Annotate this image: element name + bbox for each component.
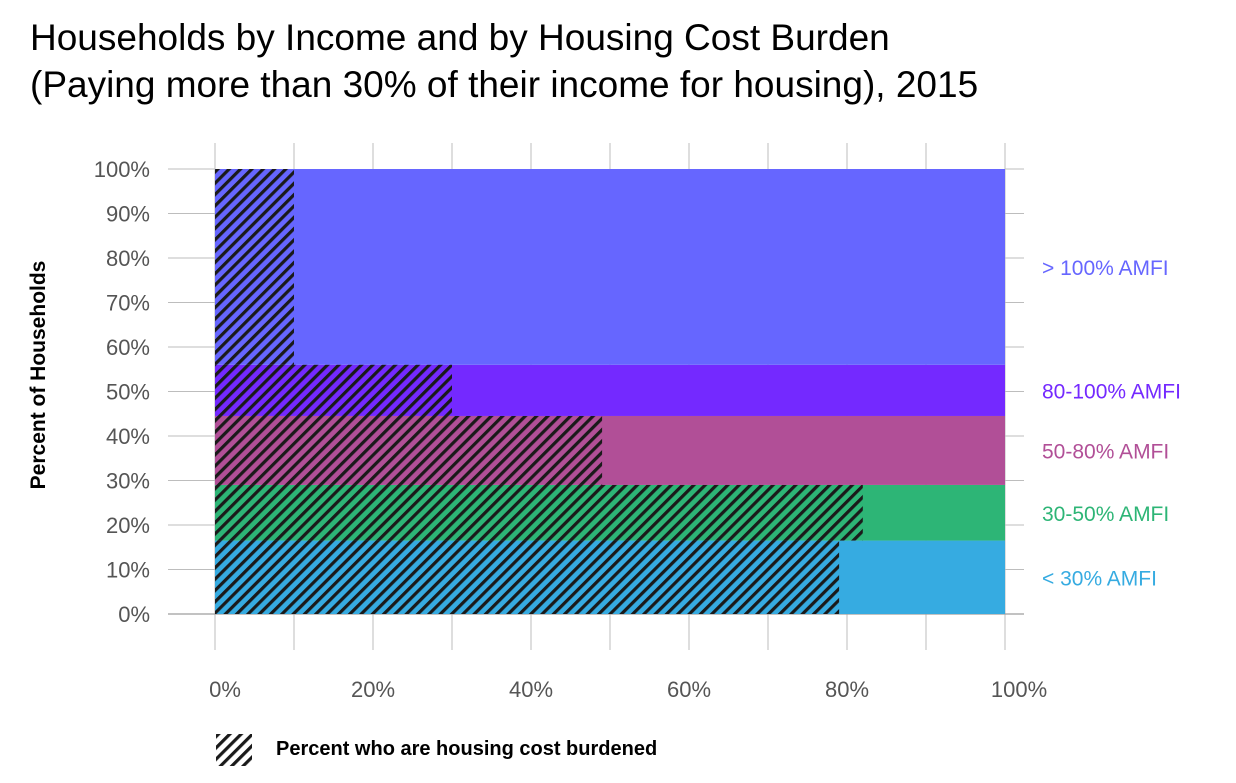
y-tick-label: 70%: [106, 291, 150, 316]
x-axis-ticks: 0% 20% 40% 60% 80% 100%: [209, 677, 1047, 702]
chart-title: Households by Income and by Housing Cost…: [30, 14, 1220, 108]
chart-title-line-1: Households by Income and by Housing Cost…: [30, 17, 890, 58]
x-tick-label: 100%: [991, 677, 1047, 702]
x-tick-label: 80%: [825, 677, 869, 702]
burden-hatch-1: [215, 484, 863, 541]
y-tick-label: 20%: [106, 513, 150, 538]
y-tick-label: 50%: [106, 380, 150, 405]
band-4: [215, 169, 1005, 365]
y-tick-label: 10%: [106, 558, 150, 583]
x-tick-label: 60%: [667, 677, 711, 702]
band-label-0: < 30% AMFI: [1042, 567, 1157, 590]
y-tick-label: 60%: [106, 335, 150, 360]
burden-hatch-2: [215, 415, 603, 485]
band-label-3: 80-100% AMFI: [1042, 380, 1181, 403]
y-axis-ticks: 0% 10% 20% 30% 40% 50% 60% 70% 80% 90% 100%: [94, 157, 150, 627]
burden-hatch-3: [215, 364, 452, 416]
x-tick-label: 40%: [509, 677, 553, 702]
y-tick-label: 100%: [94, 157, 150, 182]
cost-burden-hatches: [215, 169, 863, 614]
legend: Percent who are housing cost burdened: [216, 734, 657, 766]
y-tick-label: 0%: [118, 602, 150, 627]
y-axis-label: Percent of Households: [27, 261, 50, 490]
legend-label: Percent who are housing cost burdened: [276, 738, 657, 760]
x-tick-label: 0%: [209, 677, 241, 702]
burden-hatch-0: [215, 540, 840, 614]
x-tick-label: 20%: [351, 677, 395, 702]
y-tick-label: 90%: [106, 202, 150, 227]
y-tick-label: 80%: [106, 246, 150, 271]
band-label-1: 30-50% AMFI: [1042, 503, 1169, 526]
legend-hatch-swatch: [216, 734, 252, 766]
band-labels: < 30% AMFI 30-50% AMFI 50-80% AMFI 80-100% …: [1042, 257, 1181, 590]
y-tick-label: 40%: [106, 424, 150, 449]
y-tick-label: 30%: [106, 469, 150, 494]
burden-hatch-4: [215, 169, 294, 365]
band-label-4: > 100% AMFI: [1042, 257, 1169, 280]
band-label-2: 50-80% AMFI: [1042, 440, 1169, 463]
chart-title-line-2: (Paying more than 30% of their income fo…: [30, 64, 979, 105]
